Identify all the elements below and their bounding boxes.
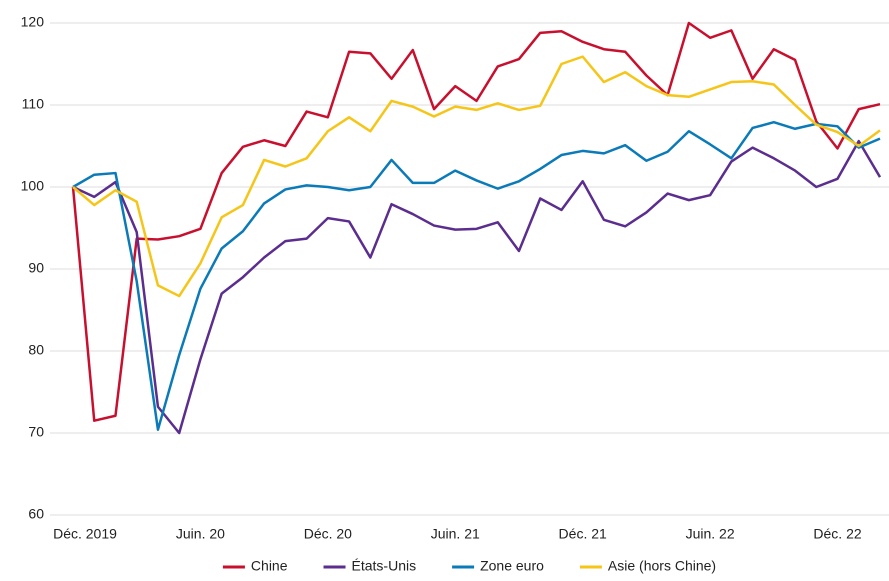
legend-label: Zone euro [480,558,544,574]
y-tick-label: 120 [21,14,45,30]
y-tick-label: 100 [21,178,45,194]
x-tick-label: Juin. 20 [176,526,225,542]
x-tick-label: Déc. 20 [304,526,352,542]
legend-label: Chine [251,558,288,574]
series-line [71,21,881,422]
series-line [72,120,881,431]
series-line [72,55,881,298]
y-tick-label: 80 [28,342,44,358]
x-tick-label: Déc. 21 [559,526,607,542]
legend-label: Asie (hors Chine) [608,558,716,574]
series-line [72,139,882,435]
y-tick-label: 70 [28,424,44,440]
x-tick-label: Juin. 22 [686,526,735,542]
x-tick-label: Déc. 22 [813,526,861,542]
y-tick-label: 90 [28,260,44,276]
x-tick-label: Déc. 2019 [53,526,117,542]
x-tick-label: Juin. 21 [431,526,480,542]
y-tick-label: 60 [28,506,44,522]
legend-label: États-Unis [352,558,417,574]
y-tick-label: 110 [22,96,45,112]
